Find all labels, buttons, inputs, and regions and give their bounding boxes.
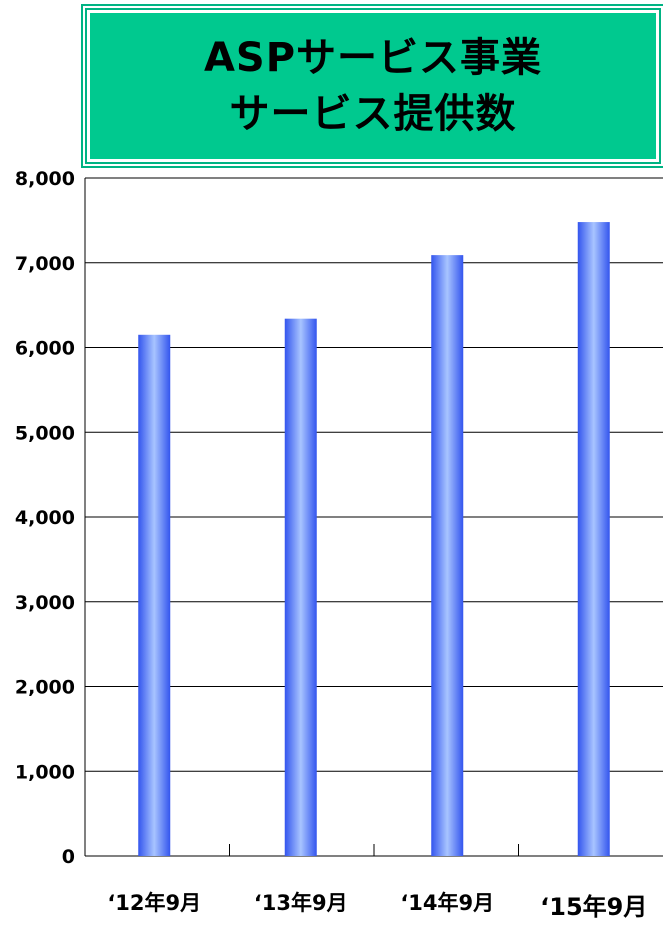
bar <box>577 222 610 856</box>
x-tick-label: ‘15年9月 <box>540 893 647 921</box>
bar <box>138 334 171 857</box>
bars <box>138 222 610 857</box>
y-tick-label: 5,000 <box>15 422 75 444</box>
y-tick-label: 4,000 <box>15 507 75 529</box>
axes <box>84 178 663 857</box>
y-tick-label: 1,000 <box>15 761 75 783</box>
chart-title-line-1: ASPサービス事業 <box>203 35 543 81</box>
x-tick-label: ‘12年9月 <box>107 891 201 915</box>
y-tick-label: 8,000 <box>15 168 75 190</box>
y-tick-labels: 0 1,000 2,000 3,000 4,000 5,000 6,000 7,000 8,00… <box>15 168 75 868</box>
x-tick-labels: ‘12年9月 ‘13年9月 ‘14年9月 ‘15年9月 <box>107 891 647 921</box>
bar <box>431 255 464 856</box>
y-tick-label: 3,000 <box>15 592 75 614</box>
x-tick-label: ‘14年9月 <box>400 891 494 915</box>
y-tick-label: 0 <box>62 846 75 868</box>
bar <box>284 318 317 856</box>
y-tick-label: 6,000 <box>15 338 75 360</box>
grid-lines <box>85 177 663 772</box>
y-tick-label: 7,000 <box>15 253 75 275</box>
y-tick-label: 2,000 <box>15 677 75 699</box>
chart-title-line-2: サービス提供数 <box>229 91 517 137</box>
chart-title-box: ASPサービス事業 サービス提供数 <box>87 10 659 162</box>
x-tick-label: ‘13年9月 <box>254 891 348 915</box>
